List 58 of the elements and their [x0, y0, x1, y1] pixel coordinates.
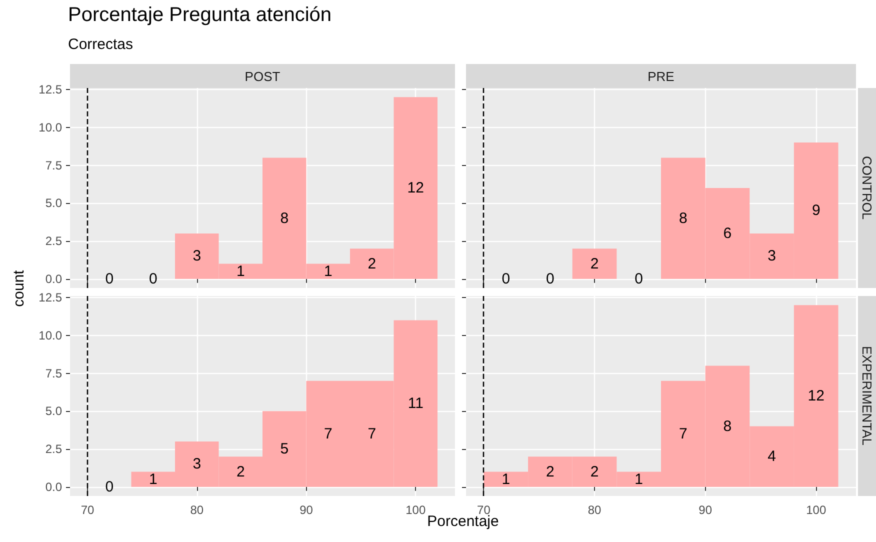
- data-label: 8: [678, 210, 688, 227]
- data-label: 5: [280, 440, 289, 458]
- y-tick-label: 7.5: [45, 158, 62, 172]
- x-tick-label: 80: [588, 503, 602, 517]
- data-label: 2: [590, 255, 599, 272]
- data-label: 0: [546, 270, 554, 288]
- data-label: 1: [634, 470, 644, 488]
- y-tick-label: 2.5: [45, 234, 62, 248]
- x-tick-label: 70: [80, 503, 94, 517]
- text: EXPERIMENTAL: [858, 296, 876, 496]
- data-label: 3: [768, 248, 776, 265]
- data-label: 1: [324, 262, 332, 280]
- y-tick-label: 10.0: [38, 328, 62, 342]
- y-tick-label: 10.0: [38, 120, 62, 134]
- y-tick-label: 0.0: [45, 272, 62, 286]
- y-tick-label: 2.5: [45, 442, 62, 456]
- data-label: 1: [502, 470, 510, 488]
- text: PRE: [466, 64, 856, 88]
- data-label: 12: [808, 388, 824, 404]
- text: CONTROL: [858, 88, 876, 288]
- data-label: 2: [590, 463, 599, 480]
- data-label: 0: [105, 270, 114, 288]
- x-tick-label: 90: [698, 503, 712, 517]
- y-tick-label: 5.0: [45, 196, 62, 210]
- chart-subtitle: Correctas: [68, 36, 134, 53]
- data-label: 0: [634, 270, 644, 288]
- data-label: 11: [408, 395, 424, 412]
- x-tick-label: 100: [406, 503, 426, 517]
- data-label: 2: [368, 255, 376, 272]
- x-tick-label: 80: [190, 503, 204, 517]
- data-label: 4: [768, 448, 776, 466]
- data-label: 12: [407, 180, 424, 196]
- data-label: 0: [148, 270, 158, 288]
- data-label: 1: [236, 262, 245, 280]
- data-label: 2: [546, 463, 554, 480]
- y-tick-label: 7.5: [45, 366, 62, 380]
- x-tick-label: 100: [806, 503, 826, 517]
- data-label: 3: [192, 456, 202, 473]
- x-tick-label: 90: [300, 503, 314, 517]
- data-label: 7: [678, 425, 688, 442]
- y-tick-label: 5.0: [45, 404, 62, 418]
- data-label: 2: [236, 463, 245, 480]
- y-axis-title: count: [10, 269, 28, 309]
- data-label: 8: [723, 418, 732, 435]
- data-label: 7: [368, 425, 376, 442]
- data-label: 9: [812, 202, 820, 220]
- data-label: 3: [192, 248, 202, 265]
- data-label: 0: [502, 270, 510, 288]
- data-label: 7: [324, 425, 332, 442]
- y-tick-label: 12.5: [38, 290, 62, 305]
- y-tick-label: 0.0: [45, 480, 62, 494]
- data-label: 1: [148, 470, 158, 488]
- data-label: 6: [723, 224, 732, 242]
- y-tick-label: 12.5: [38, 82, 62, 97]
- text: POST: [70, 64, 455, 88]
- chart-title: Porcentaje Pregunta atención: [68, 4, 332, 27]
- data-label: 8: [280, 210, 289, 227]
- data-label: 0: [105, 478, 114, 496]
